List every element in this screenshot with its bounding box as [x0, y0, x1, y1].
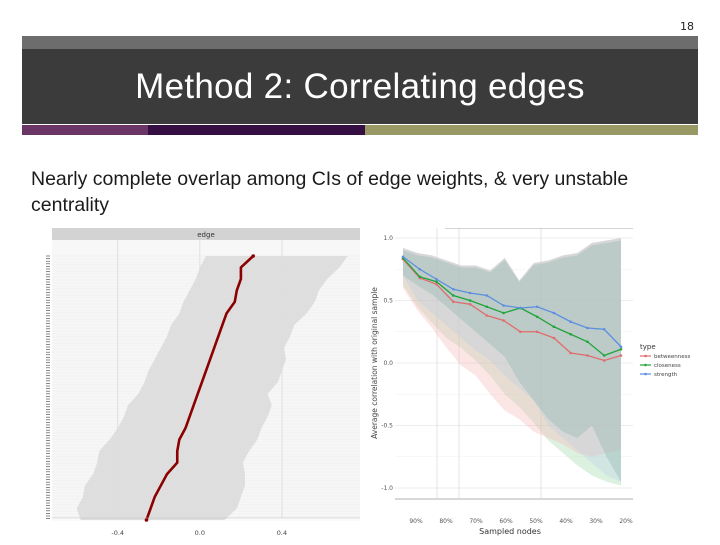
y-tick-label: -0.5 [381, 423, 393, 430]
title-bar: Method 2: Correlating edges [22, 49, 698, 124]
slide-title: Method 2: Correlating edges [135, 67, 585, 106]
confidence-band [403, 238, 621, 457]
x-tick-label: 40% [559, 518, 573, 525]
y-tick-label: -1.0 [381, 485, 393, 492]
y-axis-title: Average correlation with original sample [370, 287, 379, 439]
confidence-band [403, 238, 621, 486]
slide-number: 18 [680, 20, 694, 33]
confidence-band [403, 238, 621, 482]
legend: type betweenness closeness strength [640, 343, 691, 378]
legend-item-strength: strength [654, 372, 678, 378]
x-tick-label: 80% [439, 518, 453, 525]
x-tick-label: 50% [529, 518, 543, 525]
edge-weights-plot: edge -0.4 0.0 0.4 [44, 226, 360, 540]
strength-line [402, 256, 622, 348]
legend-title: type [640, 343, 656, 351]
betweenness-line [402, 258, 622, 362]
accent-stripe-olive [365, 125, 698, 135]
y-tick-label: 0.5 [383, 298, 393, 305]
edge-weights-chart: edge -0.4 0.0 0.4 [44, 226, 360, 540]
closeness-line [402, 257, 622, 357]
legend-item-betweenness: betweenness [654, 354, 691, 360]
centrality-stability-chart: -1.0 -0.5 0.0 0.5 1.0 90% 80% 70% 60% 50% 40% 30% 2… [365, 227, 720, 540]
slide-subtitle: Nearly complete overlap among CIs of edg… [31, 168, 629, 216]
facet-strip-label: edge [197, 231, 215, 239]
x-tick-label: 30% [589, 518, 603, 525]
x-tick-label: 90% [409, 518, 423, 525]
accent-stripe-dark-purple [148, 125, 365, 135]
x-tick-label: 0.0 [195, 529, 205, 537]
centrality-stability-plot: -1.0 -0.5 0.0 0.5 1.0 90% 80% 70% 60% 50% 40% 30% 2… [365, 227, 720, 540]
x-tick-label: 0.4 [277, 529, 287, 537]
x-tick-label: 70% [469, 518, 483, 525]
x-tick-label: -0.4 [111, 529, 124, 537]
legend-item-closeness: closeness [654, 363, 681, 369]
edge-weight-line [145, 255, 255, 521]
x-tick-label: 60% [499, 518, 513, 525]
y-tick-label: 1.0 [383, 235, 393, 242]
ci-band [76, 256, 348, 520]
accent-stripe-plum [22, 125, 148, 135]
x-axis-title: Sampled nodes [479, 527, 541, 536]
y-tick-label: 0.0 [383, 360, 393, 367]
overlap-band [403, 240, 621, 482]
x-tick-label: 20% [619, 518, 633, 525]
facet-strip [52, 228, 360, 240]
title-top-stripe [22, 36, 698, 49]
